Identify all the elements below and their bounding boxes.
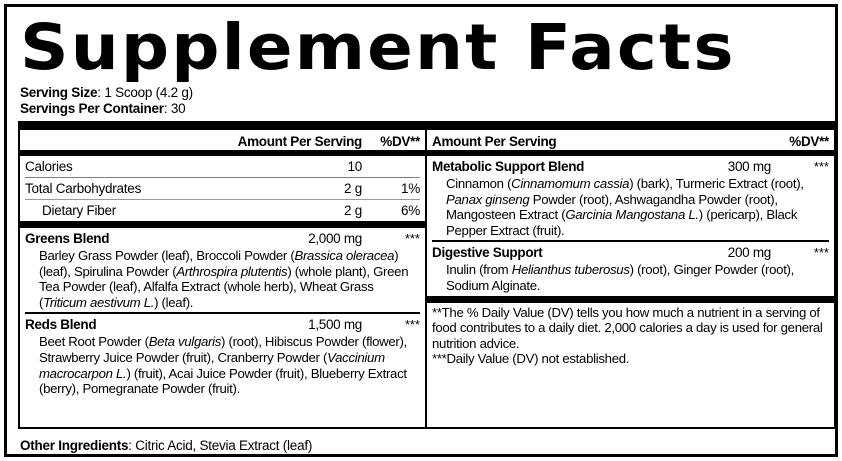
table-row: Dietary Fiber 2 g 6%	[25, 200, 420, 221]
blend-header: Metabolic Support Blend 300 mg ***	[432, 156, 829, 176]
page-title: Supplement Facts	[20, 11, 736, 84]
right-header-amount: Amount Per Serving	[432, 134, 557, 149]
left-top-bar	[20, 123, 425, 130]
blend-name: Reds Blend	[25, 317, 97, 333]
left-section-bar-greens	[20, 221, 425, 228]
blend-dv: ***	[813, 159, 829, 174]
right-header-bar	[427, 150, 834, 156]
serving-size-line: Serving Size: 1 Scoop (4.2 g)	[20, 85, 838, 101]
footnote-daily-value: **The % Daily Value (DV) tells you how m…	[432, 304, 823, 351]
nutrient-amount: 10	[347, 159, 362, 174]
serving-information: Serving Size: 1 Scoop (4.2 g) Servings P…	[20, 85, 838, 116]
nutrition-table-left-column: Amount Per Serving %DV** Calories 10	[20, 123, 425, 427]
other-ingredients-label: Other Ingredients	[20, 438, 129, 453]
blend-header: Reds Blend 1,500 mg ***	[25, 314, 420, 334]
label-border: Supplement Facts Serving Size: 1 Scoop (…	[4, 4, 838, 457]
nutrient-name: Total Carbohydrates	[25, 181, 142, 196]
servings-per-container-colon: :	[163, 100, 171, 116]
left-header-dv: %DV**	[380, 134, 420, 149]
right-blend-divider	[432, 240, 829, 243]
nutrition-table-right-column: Amount Per Serving %DV** Metabolic Suppo…	[425, 123, 834, 427]
right-table-header: Amount Per Serving %DV**	[432, 130, 829, 150]
blend-header: Greens Blend 2,000 mg ***	[25, 228, 420, 248]
serving-size-colon: :	[97, 85, 105, 100]
blend-header: Digestive Support 200 mg ***	[432, 242, 829, 262]
table-row: Total Carbohydrates 2 g 1%	[25, 178, 420, 199]
nutrient-name: Dietary Fiber	[42, 203, 117, 218]
footnotes: **The % Daily Value (DV) tells you how m…	[432, 303, 829, 367]
servings-per-container-label: Servings Per Container	[20, 100, 164, 116]
blend-amount: 300 mg	[727, 159, 772, 174]
nutrient-dv: 1%	[400, 181, 420, 196]
row-divider	[25, 199, 420, 200]
blend-dv: ***	[404, 231, 420, 246]
nutrient-dv: 6%	[400, 203, 420, 218]
left-header-amount: Amount Per Serving	[237, 134, 363, 149]
serving-size-value: 1 Scoop (4.2 g)	[104, 85, 193, 100]
blend-ingredients: Barley Grass Powder (leaf), Broccoli Pow…	[39, 248, 409, 310]
servings-per-container-line: Servings Per Container: 30	[20, 101, 838, 117]
other-ingredients: Other Ingredients: Citric Acid, Stevia E…	[20, 438, 838, 454]
blend-name: Metabolic Support Blend	[432, 159, 585, 174]
nutrition-table: Amount Per Serving %DV** Calories 10	[18, 121, 836, 429]
row-divider	[25, 177, 420, 178]
left-header-bar	[20, 150, 425, 156]
nutrient-amount: 2 g	[343, 181, 362, 196]
blend-amount: 200 mg	[727, 245, 772, 261]
nutrient-name: Calories	[25, 159, 73, 174]
blend-ingredients: Cinnamon (Cinnamomum cassia) (bark), Tur…	[446, 176, 804, 238]
left-table-header: Amount Per Serving %DV**	[25, 130, 421, 150]
blend-name: Digestive Support	[432, 245, 543, 261]
right-top-bar	[427, 123, 834, 130]
footnote-dv-not-established: ***Daily Value (DV) not established.	[432, 351, 630, 367]
blend-dv: ***	[813, 245, 829, 261]
serving-size-label: Serving Size	[20, 85, 98, 100]
right-header-dv: %DV**	[789, 134, 829, 149]
servings-per-container-value: 30	[170, 100, 186, 116]
right-footnote-bar	[427, 295, 834, 303]
blend-dv: ***	[404, 317, 420, 333]
nutrient-amount: 2 g	[343, 203, 362, 218]
blend-ingredients: Beet Root Powder (Beta vulgaris) (root),…	[39, 334, 407, 397]
blend-ingredients: Inulin (from Helianthus tuberosus) (root…	[446, 262, 795, 293]
table-row: Calories 10	[25, 156, 420, 177]
blend-amount: 1,500 mg	[308, 317, 362, 333]
other-ingredients-value: : Citric Acid, Stevia Extract (leaf)	[128, 438, 313, 453]
blend-name: Greens Blend	[25, 231, 110, 246]
left-blend-divider	[25, 312, 420, 315]
blend-amount: 2,000 mg	[308, 231, 362, 246]
